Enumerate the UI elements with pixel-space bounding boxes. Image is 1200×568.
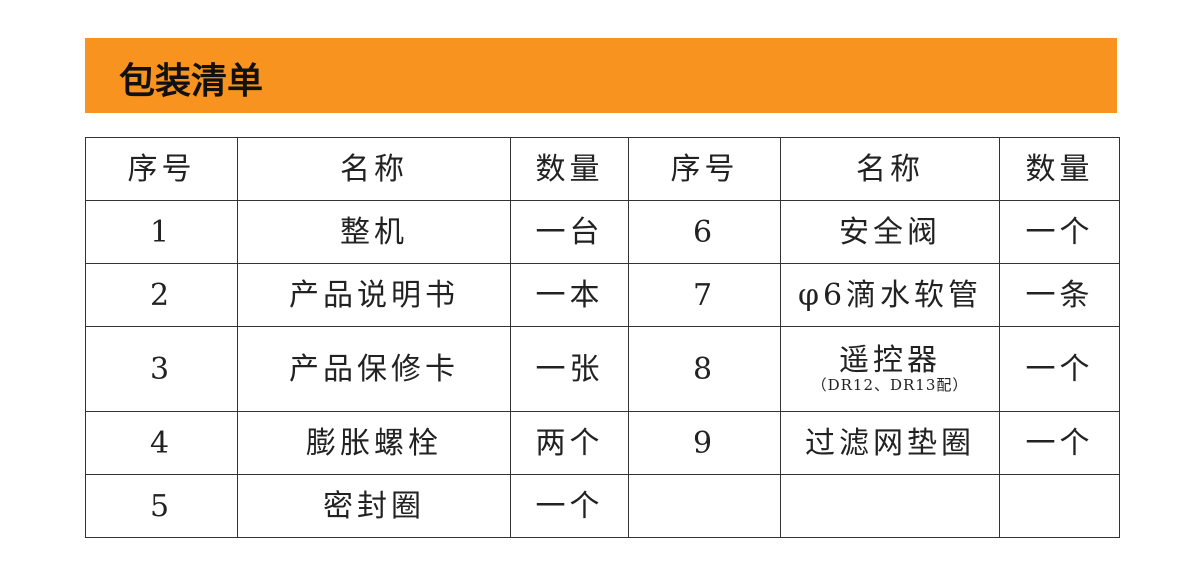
cell-text: 一张	[535, 351, 604, 387]
cell-text: 一个	[1025, 214, 1094, 250]
cell-name1: 产品保修卡	[237, 326, 511, 412]
cell-q1: 一个	[510, 474, 629, 538]
cell-text: 9	[692, 425, 717, 461]
table-row: 5 密封圈 一个	[85, 474, 1120, 538]
cell-q2: 一条	[999, 263, 1120, 327]
cell-n1: 3	[85, 326, 238, 412]
cell-name2: 遥控器 （DR12、DR13配）	[780, 326, 1000, 412]
cell-n1: 5	[85, 474, 238, 538]
cell-text: 8	[692, 351, 717, 387]
cell-text: φ6滴水软管	[797, 277, 983, 313]
cell-text: 遥控器	[839, 343, 941, 379]
cell-n1: 2	[85, 263, 238, 327]
cell-text: 整机	[340, 214, 408, 250]
page-title: 包装清单	[119, 61, 264, 102]
cell-q2: 一个	[999, 326, 1120, 412]
cell-text: 产品说明书	[289, 277, 459, 313]
cell-n2: 6	[628, 200, 781, 264]
cell-q2: 一个	[999, 200, 1120, 264]
cell-text: 一个	[535, 488, 604, 524]
cell-n2: 7	[628, 263, 781, 327]
cell-q1: 一台	[510, 200, 629, 264]
cell-text: 3	[149, 351, 174, 387]
cell-name1: 密封圈	[237, 474, 511, 538]
cell-name2: φ6滴水软管	[780, 263, 1000, 327]
cell-name2	[780, 474, 1000, 538]
header-cell: 名称	[237, 137, 511, 201]
cell-name2: 过滤网垫圈	[780, 411, 1000, 475]
cell-text: 密封圈	[323, 488, 425, 524]
cell-text: 一条	[1025, 277, 1094, 313]
cell-n1: 4	[85, 411, 238, 475]
cell-text: 6	[692, 214, 717, 250]
cell-text: 2	[149, 277, 174, 313]
cell-q2	[999, 474, 1120, 538]
header-cell: 名称	[780, 137, 1000, 201]
cell-text: 1	[149, 214, 174, 250]
header-cell: 序号	[628, 137, 781, 201]
cell-text: 安全阀	[839, 214, 941, 250]
cell-text: 两个	[535, 425, 604, 461]
cell-text: 一本	[535, 277, 604, 313]
cell-name2: 安全阀	[780, 200, 1000, 264]
cell-q1: 一本	[510, 263, 629, 327]
header-cell: 数量	[999, 137, 1120, 201]
packing-list-table: 序号 名称 数量 序号 名称 数量 1 整机 一台 6 安全阀 一个 2 产品说明书 一本 7 φ6…	[85, 137, 1120, 538]
cell-text: 膨胀螺栓	[306, 425, 442, 461]
cell-name1: 整机	[237, 200, 511, 264]
table-row: 2 产品说明书 一本 7 φ6滴水软管 一条	[85, 263, 1120, 327]
table-row: 3 产品保修卡 一张 8 遥控器 （DR12、DR13配） 一个	[85, 326, 1120, 412]
cell-text: 7	[692, 277, 717, 313]
cell-q1: 两个	[510, 411, 629, 475]
cell-n2: 8	[628, 326, 781, 412]
cell-n2	[628, 474, 781, 538]
cell-text: 过滤网垫圈	[805, 425, 975, 461]
cell-q1: 一张	[510, 326, 629, 412]
cell-text: 4	[149, 425, 174, 461]
cell-text: 5	[149, 488, 174, 524]
cell-text: 一台	[535, 214, 604, 250]
cell-q2: 一个	[999, 411, 1120, 475]
cell-text: 一个	[1025, 425, 1094, 461]
title-bar: 包装清单	[85, 38, 1117, 113]
cell-n1: 1	[85, 200, 238, 264]
cell-note: （DR12、DR13配）	[811, 376, 969, 395]
cell-name1: 产品说明书	[237, 263, 511, 327]
cell-name1: 膨胀螺栓	[237, 411, 511, 475]
cell-n2: 9	[628, 411, 781, 475]
cell-text: 一个	[1025, 351, 1094, 387]
header-cell: 数量	[510, 137, 629, 201]
table-row: 4 膨胀螺栓 两个 9 过滤网垫圈 一个	[85, 411, 1120, 475]
cell-text: 产品保修卡	[289, 351, 459, 387]
header-cell: 序号	[85, 137, 238, 201]
table-row: 1 整机 一台 6 安全阀 一个	[85, 200, 1120, 264]
header-row: 序号 名称 数量 序号 名称 数量	[85, 137, 1120, 201]
